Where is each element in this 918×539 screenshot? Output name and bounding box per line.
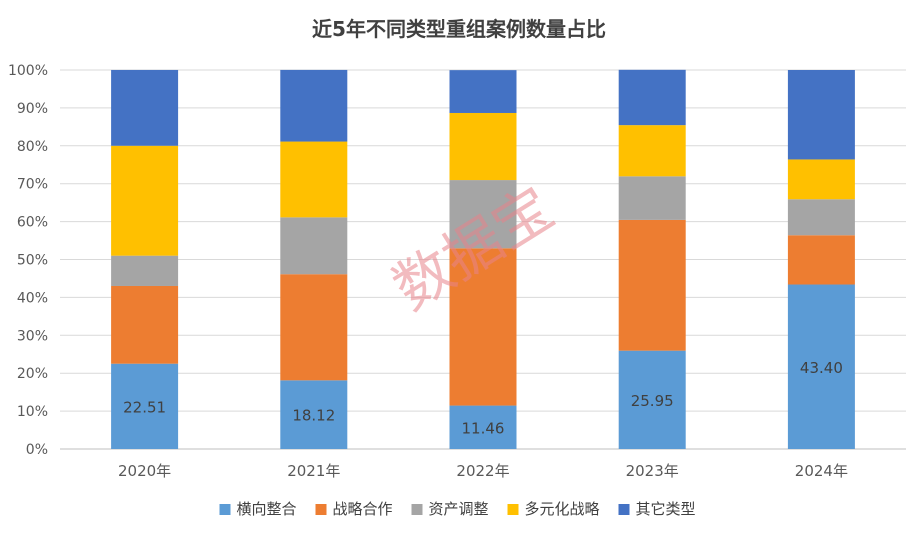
y-tick-label: 70% [17, 177, 48, 193]
legend-swatch [507, 504, 519, 515]
legend-swatch [411, 504, 423, 515]
bar-segment [280, 69, 348, 142]
bar-segment [787, 70, 855, 160]
bars [111, 69, 855, 449]
x-tick-label: 2024年 [795, 462, 848, 480]
bar-segment [449, 70, 517, 113]
legend-label: 其它类型 [636, 500, 696, 518]
bar-segment [111, 363, 179, 449]
bar-segment [111, 69, 179, 146]
bar-segment [787, 235, 855, 285]
bar-segment [787, 159, 855, 200]
legend: 横向整合 战略合作 资产调整 多元化战略 其它类型 [219, 500, 696, 518]
x-axis-ticks: 2020年 2021年 2022年 2023年 2024年 [118, 462, 848, 480]
data-label: 18.12 [292, 407, 335, 425]
bar-segment [111, 255, 179, 286]
data-label: 22.51 [123, 398, 166, 416]
data-label: 43.40 [800, 359, 843, 377]
y-axis-ticks: 0% 10% 20% 30% 40% 50% 60% 70% 80% 90% 100% [8, 63, 48, 458]
bar-segment [449, 180, 517, 249]
legend-label: 横向整合 [237, 500, 297, 518]
y-tick-label: 20% [17, 366, 48, 382]
legend-swatch [315, 504, 327, 515]
bar-segment [280, 141, 348, 218]
y-tick-label: 90% [17, 101, 48, 117]
bar-segment [280, 217, 348, 275]
y-tick-label: 10% [17, 404, 48, 420]
bar-segment [111, 145, 179, 256]
legend-swatch [618, 504, 630, 515]
data-labels: 22.51 18.12 11.46 25.95 43.40 [123, 359, 843, 438]
bar-segment [280, 380, 348, 449]
data-label: 25.95 [631, 392, 674, 410]
y-tick-label: 60% [17, 215, 48, 231]
bar-segment [618, 219, 686, 351]
x-tick-label: 2021年 [287, 462, 340, 480]
y-tick-label: 0% [26, 442, 48, 458]
bar-segment [787, 199, 855, 236]
x-tick-label: 2020年 [118, 462, 171, 480]
data-label: 11.46 [462, 419, 505, 437]
bar-segment [111, 285, 179, 364]
bar-segment [787, 284, 855, 449]
bar-segment [280, 274, 348, 381]
legend-label: 多元化战略 [525, 500, 600, 518]
y-tick-label: 50% [17, 253, 48, 269]
y-tick-label: 40% [17, 290, 48, 306]
legend-swatch [219, 504, 231, 515]
chart-title: 近5年不同类型重组案例数量占比 [312, 17, 606, 41]
legend-label: 资产调整 [429, 500, 489, 518]
x-tick-label: 2023年 [626, 462, 679, 480]
bar-segment [449, 405, 517, 449]
y-tick-label: 100% [8, 63, 48, 79]
bar-segment [618, 350, 686, 449]
y-tick-label: 80% [17, 139, 48, 155]
bar-segment [449, 112, 517, 181]
legend-label: 战略合作 [333, 500, 393, 518]
bar-segment [618, 176, 686, 220]
x-tick-label: 2022年 [456, 462, 509, 480]
bar-segment [618, 125, 686, 177]
y-tick-label: 30% [17, 328, 48, 344]
bar-segment [449, 248, 517, 406]
bar-segment [618, 69, 686, 126]
